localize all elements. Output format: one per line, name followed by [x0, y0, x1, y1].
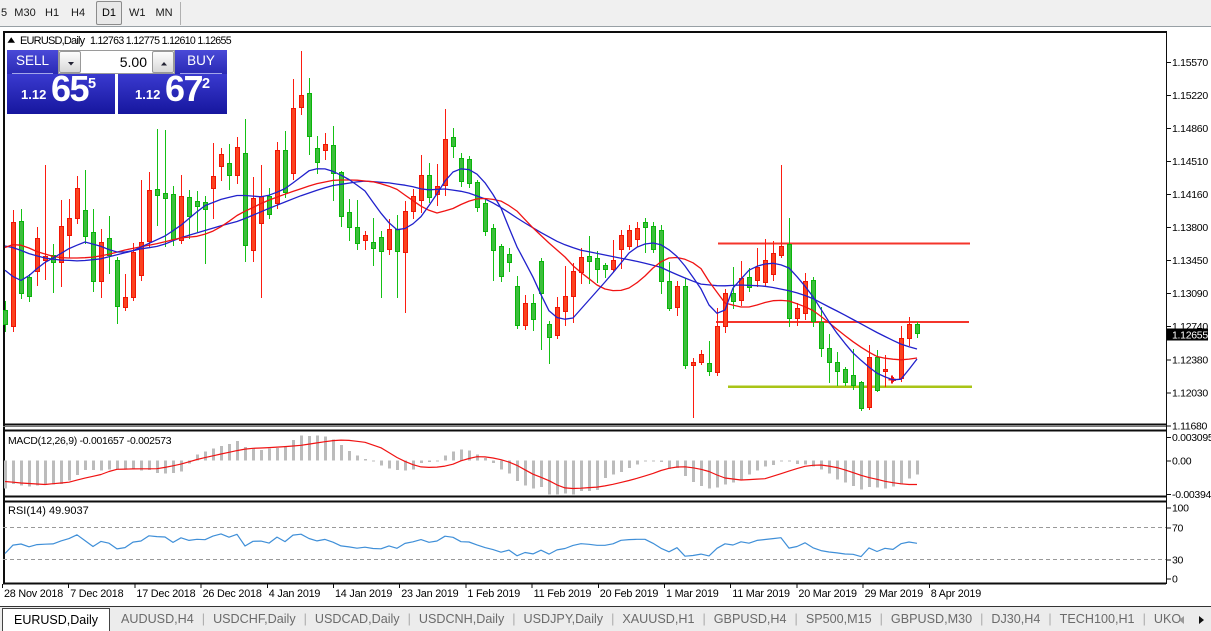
- svg-text:0.00: 0.00: [1172, 456, 1192, 468]
- svg-text:0.003095: 0.003095: [1172, 432, 1211, 444]
- svg-text:30: 30: [1172, 555, 1184, 567]
- svg-text:4 Jan 2019: 4 Jan 2019: [269, 588, 321, 600]
- svg-text:1.14510: 1.14510: [1172, 156, 1208, 168]
- svg-text:0: 0: [1172, 574, 1178, 586]
- svg-text:-0.003947: -0.003947: [1172, 489, 1211, 501]
- svg-text:28 Nov 2018: 28 Nov 2018: [4, 588, 63, 600]
- svg-text:7 Dec 2018: 7 Dec 2018: [70, 588, 123, 600]
- svg-text:1.15570: 1.15570: [1172, 57, 1208, 69]
- svg-text:1 Feb 2019: 1 Feb 2019: [467, 588, 520, 600]
- svg-text:EURUSD,Daily: EURUSD,Daily: [20, 35, 86, 47]
- svg-text:MACD(12,26,9) -0.001657 -0.002: MACD(12,26,9) -0.001657 -0.002573: [8, 436, 172, 447]
- svg-text:8 Apr 2019: 8 Apr 2019: [931, 588, 981, 600]
- svg-text:17 Dec 2018: 17 Dec 2018: [136, 588, 195, 600]
- svg-text:1.12030: 1.12030: [1172, 387, 1208, 399]
- svg-text:1.12380: 1.12380: [1172, 354, 1208, 366]
- svg-text:14 Jan 2019: 14 Jan 2019: [335, 588, 392, 600]
- svg-text:100: 100: [1172, 503, 1189, 515]
- svg-text:1.13450: 1.13450: [1172, 255, 1208, 267]
- svg-text:1 Mar 2019: 1 Mar 2019: [666, 588, 719, 600]
- svg-text:26 Dec 2018: 26 Dec 2018: [203, 588, 262, 600]
- svg-text:1.13800: 1.13800: [1172, 222, 1208, 234]
- svg-text:1.15220: 1.15220: [1172, 90, 1208, 102]
- svg-text:1.13090: 1.13090: [1172, 288, 1208, 300]
- svg-text:RSI(14) 49.9037: RSI(14) 49.9037: [8, 505, 89, 517]
- svg-text:1.11680: 1.11680: [1172, 420, 1208, 432]
- svg-text:11 Feb 2019: 11 Feb 2019: [534, 588, 592, 600]
- svg-text:20 Mar 2019: 20 Mar 2019: [798, 588, 857, 600]
- svg-text:1.12763 1.12775 1.12610 1.1265: 1.12763 1.12775 1.12610 1.12655: [90, 35, 232, 47]
- svg-text:1.12655: 1.12655: [1172, 330, 1208, 342]
- svg-text:1.14860: 1.14860: [1172, 123, 1208, 135]
- svg-text:11 Mar 2019: 11 Mar 2019: [732, 588, 790, 600]
- svg-text:20 Feb 2019: 20 Feb 2019: [600, 588, 659, 600]
- svg-text:1.14160: 1.14160: [1172, 189, 1208, 201]
- svg-text:23 Jan 2019: 23 Jan 2019: [401, 588, 458, 600]
- svg-text:29 Mar 2019: 29 Mar 2019: [865, 588, 924, 600]
- svg-text:70: 70: [1172, 523, 1184, 535]
